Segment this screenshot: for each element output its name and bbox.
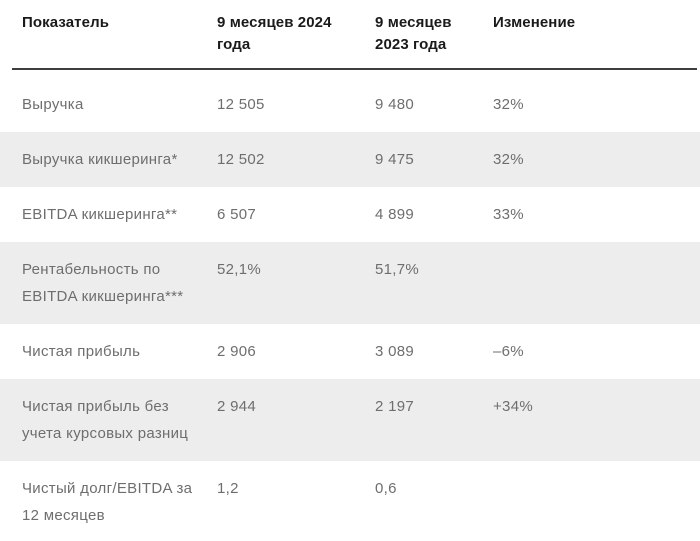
table-row: Чистый долг/EBITDA за 12 месяцев 1,2 0,6 (0, 461, 700, 541)
value-9m-2024: 12 502 (217, 151, 265, 168)
row-indicator-label: EBITDA кикшеринга** (22, 206, 178, 223)
value-9m-2024: 12 505 (217, 96, 265, 113)
row-indicator-label: Выручка (22, 96, 84, 113)
column-header-change: Изменение (493, 14, 576, 31)
value-9m-2024: 2 944 (217, 398, 257, 415)
value-9m-2023: 2 197 (375, 398, 415, 415)
value-change: 32% (493, 151, 524, 168)
row-indicator-label: Чистая прибыль без учета курсовых разниц (22, 398, 189, 442)
row-indicator-label: Рентабельность по EBITDA кикшеринга*** (22, 261, 184, 305)
value-9m-2023: 3 089 (375, 343, 415, 360)
value-9m-2023: 0,6 (375, 480, 397, 497)
row-indicator-label: Выручка кикшеринга* (22, 151, 178, 168)
table-header-row: Показатель 9 месяцев 2024 года 9 месяцев… (0, 0, 700, 68)
header-divider-line (12, 68, 697, 70)
table-row: Рентабельность по EBITDA кикшеринга*** 5… (0, 242, 700, 324)
value-9m-2024: 6 507 (217, 206, 257, 223)
table-row: Чистая прибыль 2 906 3 089 –6% (0, 324, 700, 379)
value-change: 33% (493, 206, 524, 223)
value-9m-2024: 52,1% (217, 261, 262, 278)
column-header-indicator: Показатель (22, 14, 110, 31)
row-indicator-label: Чистый долг/EBITDA за 12 месяцев (22, 480, 193, 524)
value-change: 32% (493, 96, 524, 113)
value-9m-2023: 51,7% (375, 261, 420, 278)
value-9m-2023: 9 475 (375, 151, 415, 168)
value-change: –6% (493, 343, 524, 360)
table-row: Выручка кикшеринга* 12 502 9 475 32% (0, 132, 700, 187)
value-9m-2024: 1,2 (217, 480, 239, 497)
table-row: EBITDA кикшеринга** 6 507 4 899 33% (0, 187, 700, 242)
table-row: Чистая прибыль без учета курсовых разниц… (0, 379, 700, 461)
column-header-9m-2023: 9 месяцев 2023 года (375, 14, 452, 53)
table-row: Выручка 12 505 9 480 32% (0, 70, 700, 132)
value-change: +34% (493, 398, 533, 415)
value-9m-2023: 9 480 (375, 96, 415, 113)
value-9m-2024: 2 906 (217, 343, 257, 360)
value-change (493, 475, 700, 529)
table-body: Выручка 12 505 9 480 32% Выручка кикшери… (0, 70, 700, 541)
value-change (493, 256, 700, 310)
column-header-9m-2024: 9 месяцев 2024 года (217, 14, 332, 53)
row-indicator-label: Чистая прибыль (22, 343, 141, 360)
value-9m-2023: 4 899 (375, 206, 415, 223)
